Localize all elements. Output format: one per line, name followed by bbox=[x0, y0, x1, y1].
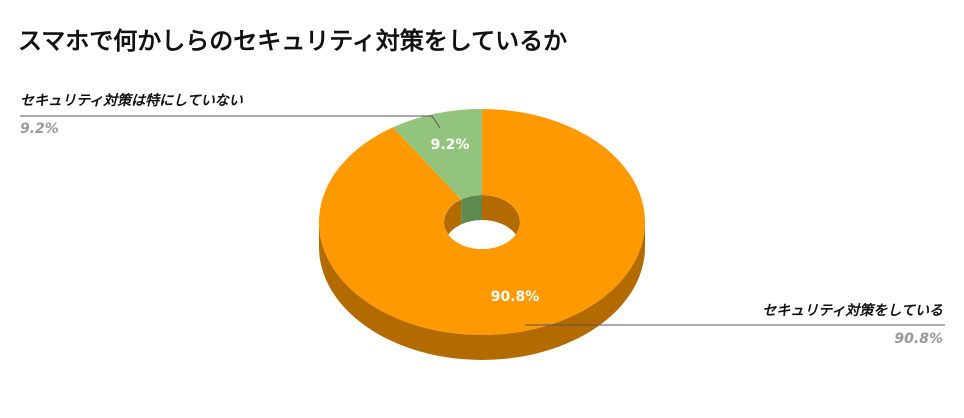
hole-walls bbox=[444, 195, 520, 247]
hole-wall bbox=[444, 199, 462, 247]
slice-label: 90.8% bbox=[491, 289, 540, 305]
percent-label: 90.8% bbox=[894, 331, 943, 347]
hole-wall bbox=[482, 195, 520, 247]
slice bbox=[392, 109, 482, 200]
category-label: セキュリティ対策は特にしていない bbox=[20, 92, 244, 109]
slice bbox=[319, 109, 645, 335]
chart-title: スマホで何かしらのセキュリティ対策をしているか bbox=[18, 27, 567, 55]
slice-label: 9.2% bbox=[431, 137, 470, 153]
hole-wall bbox=[461, 195, 482, 225]
leader-line bbox=[20, 115, 441, 129]
category-label: セキュリティ対策をしている bbox=[762, 302, 943, 319]
percent-label: 9.2% bbox=[20, 121, 59, 137]
